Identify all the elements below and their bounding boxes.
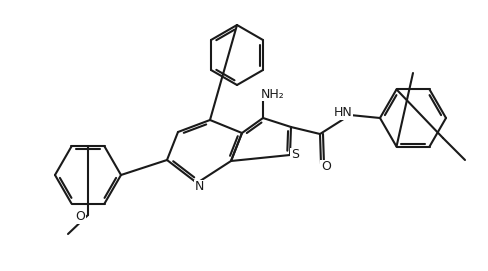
Text: O: O (75, 211, 85, 224)
Text: O: O (321, 160, 330, 173)
Text: S: S (290, 149, 298, 162)
Text: HN: HN (333, 107, 352, 120)
Text: N: N (194, 180, 203, 193)
Text: NH₂: NH₂ (261, 88, 285, 101)
